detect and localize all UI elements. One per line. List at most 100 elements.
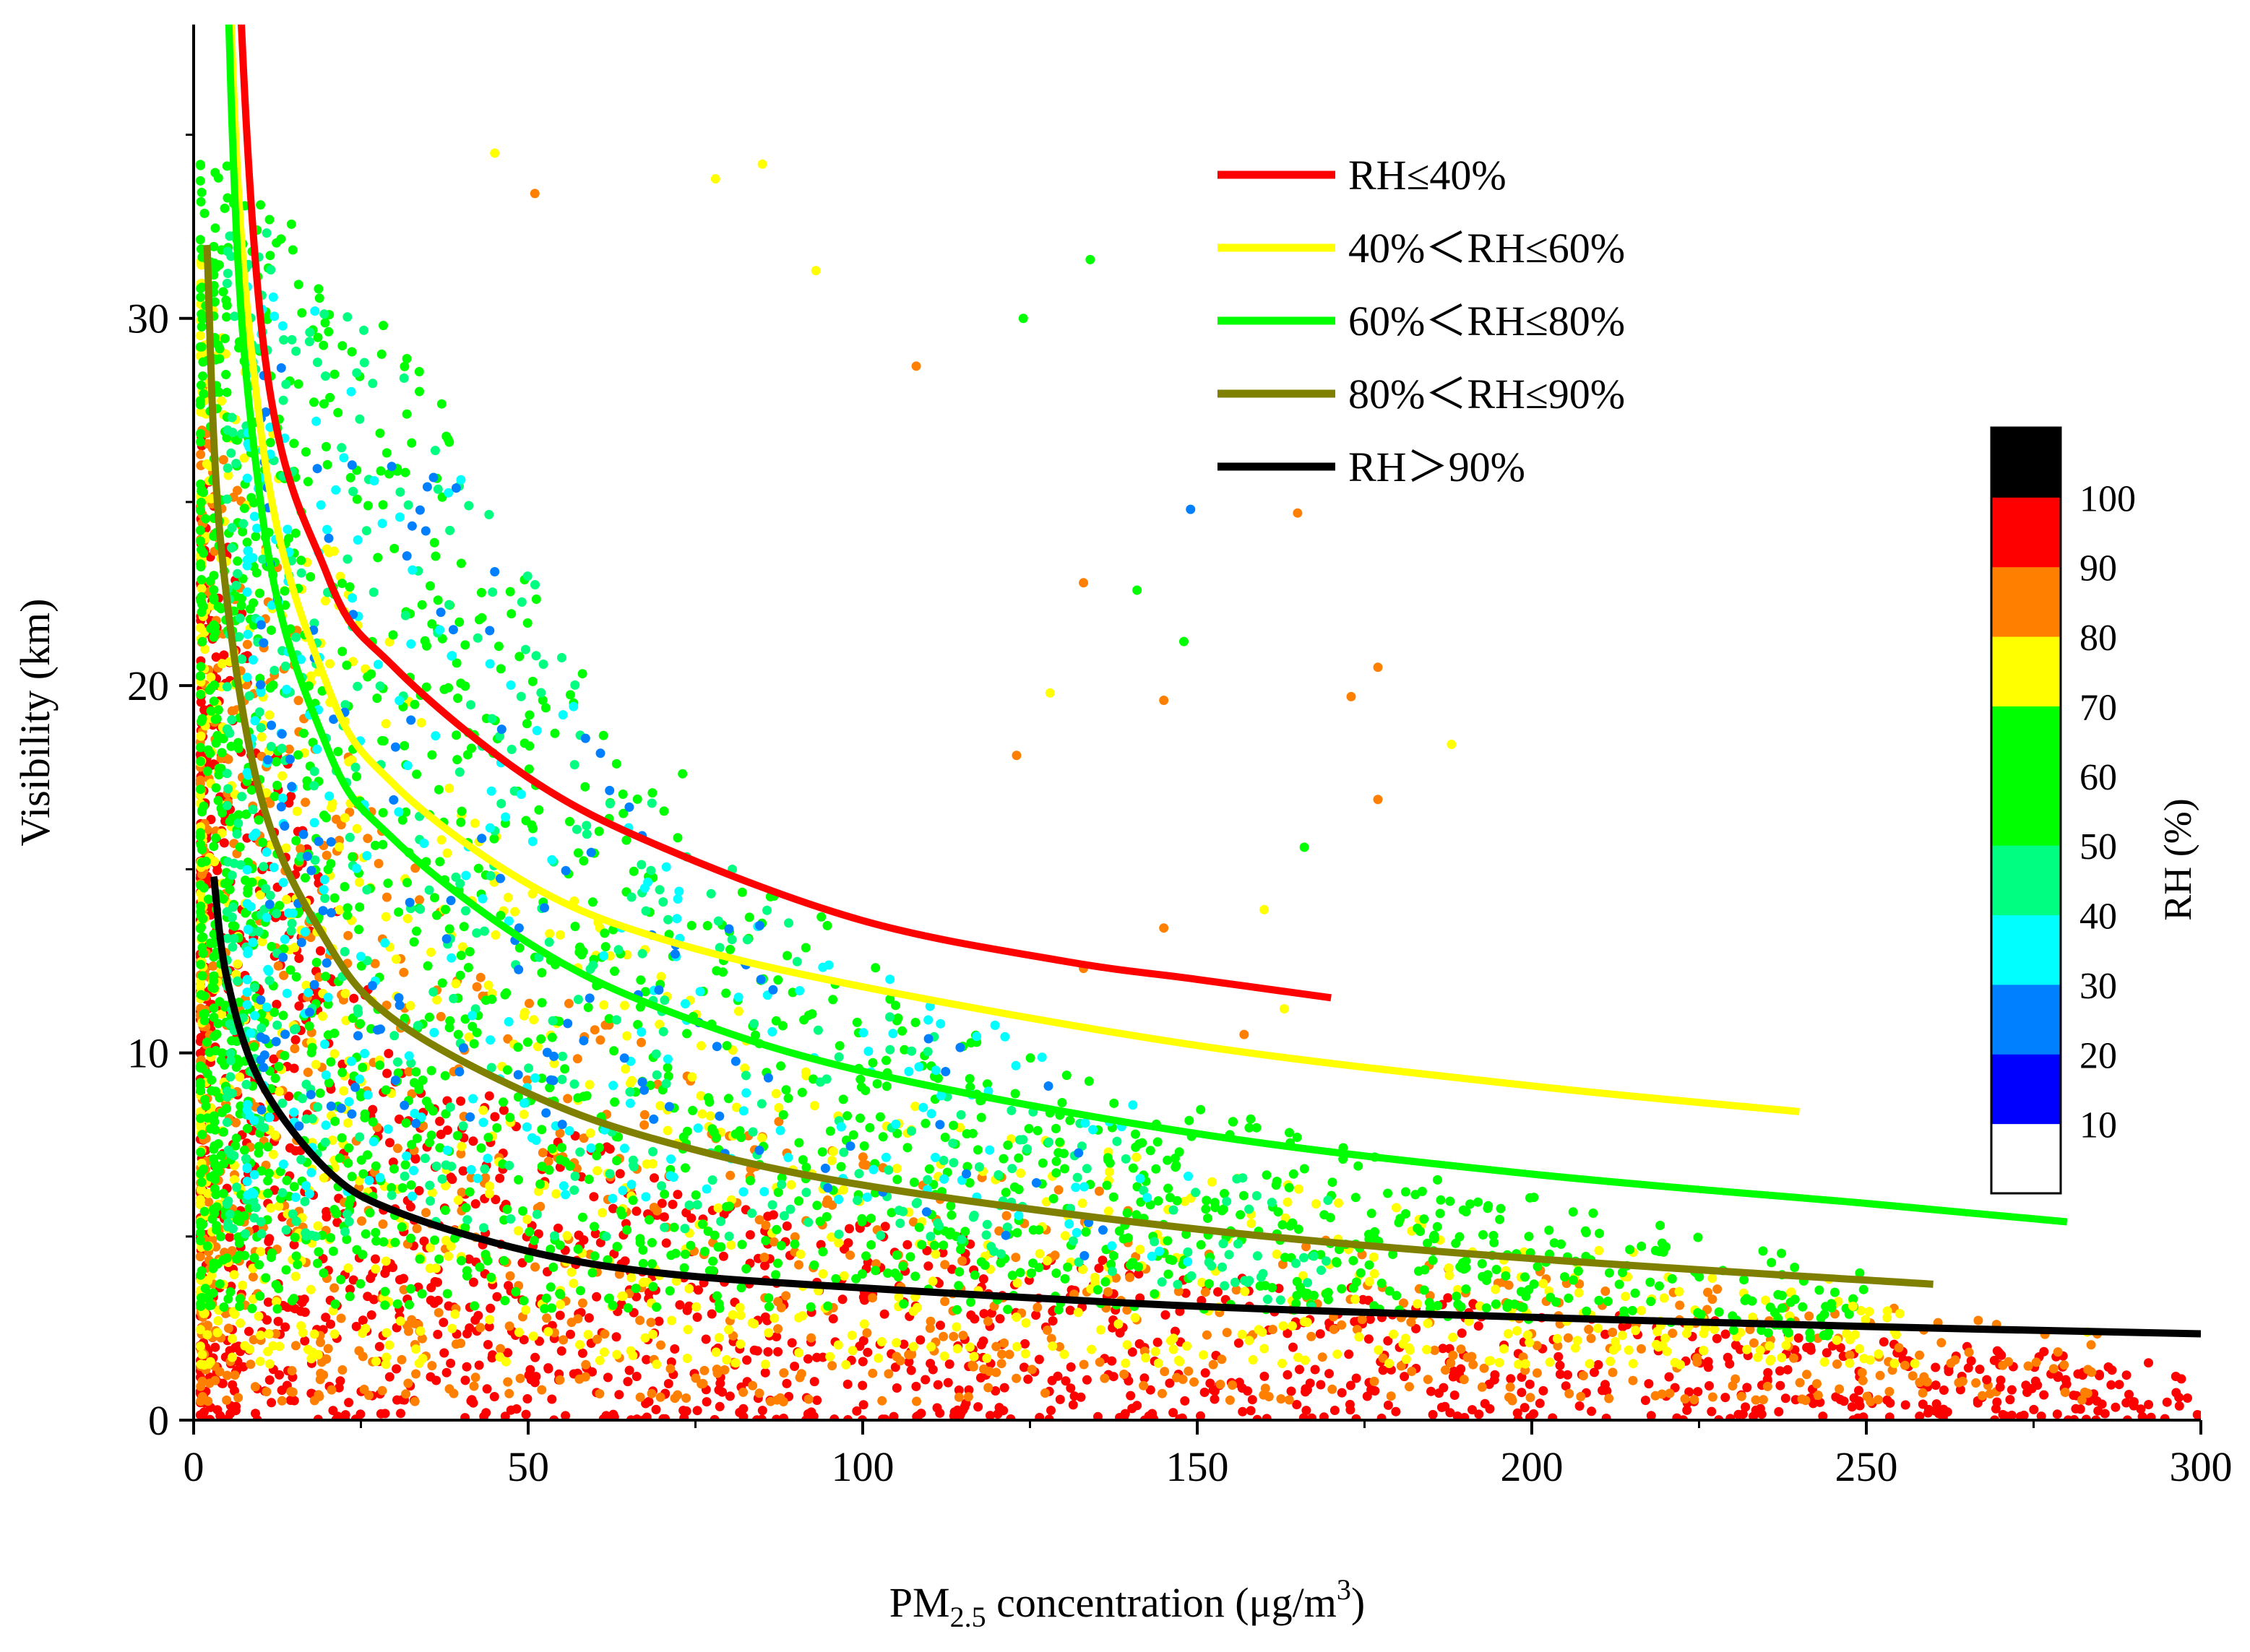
scatter-point-rh55 [254, 1260, 264, 1270]
scatter-point-rh85 [1812, 1379, 1822, 1389]
scatter-point-rh65 [196, 1086, 206, 1096]
scatter-point-rh65 [200, 1008, 210, 1019]
scatter-point-rh85 [1050, 1250, 1060, 1260]
scatter-point-rh55 [835, 1041, 845, 1051]
scatter-point-rh55 [1127, 1258, 1137, 1268]
scatter-point-rh65 [764, 1302, 774, 1312]
scatter-point-rh55 [976, 1112, 986, 1123]
scatter-point-rh65 [282, 1175, 292, 1185]
scatter-point-rh55 [323, 865, 333, 875]
scatter-point-rh65 [381, 1085, 391, 1095]
scatter-point-rh85 [776, 1302, 786, 1312]
scatter-point-rh75 [1153, 1358, 1163, 1368]
scatter-point-rh95 [623, 1377, 633, 1387]
scatter-point-rh65 [1559, 1272, 1569, 1282]
scatter-point-rh95 [632, 1292, 642, 1302]
scatter-point-rh65 [1827, 1299, 1837, 1309]
scatter-point-rh75 [663, 1125, 673, 1136]
scatter-point-rh75 [1753, 1352, 1763, 1362]
scatter-point-rh95 [1066, 1383, 1076, 1393]
scatter-point-rh65 [348, 852, 358, 862]
scatter-point-rh85 [1448, 1350, 1458, 1360]
scatter-point-rh55 [1424, 1297, 1434, 1307]
scatter-point-rh75 [520, 1008, 530, 1018]
scatter-point-rh65 [1433, 1175, 1442, 1185]
scatter-point-rh65 [195, 1113, 205, 1123]
scatter-point-rh95 [757, 1406, 767, 1416]
scatter-point-rh85 [327, 1385, 337, 1395]
scatter-point-rh95 [2144, 1358, 2153, 1368]
scatter-point-rh65 [236, 600, 246, 610]
scatter-point-rh95 [499, 1105, 509, 1115]
scatter-point-rh95 [1975, 1365, 1985, 1375]
scatter-point-rh55 [1321, 1289, 1331, 1299]
scatter-point-rh65 [461, 1203, 471, 1213]
scatter-point-rh85 [1425, 1291, 1435, 1301]
scatter-point-rh65 [219, 1302, 229, 1312]
scatter-point-rh75 [648, 1329, 658, 1339]
scatter-point-rh75 [432, 995, 442, 1005]
scatter-point-rh85 [773, 1324, 783, 1334]
scatter-point-rh75 [268, 1149, 278, 1159]
scatter-point-rh65 [688, 1105, 698, 1115]
scatter-point-rh95 [978, 1274, 988, 1284]
scatter-point-rh95 [1383, 1400, 1393, 1410]
scatter-point-rh75 [841, 1359, 851, 1370]
scatter-point-rh95 [376, 1409, 386, 1419]
scatter-point-rh85 [522, 1075, 533, 1085]
scatter-point-rh85 [456, 1149, 466, 1159]
scatter-point-rh95 [419, 1236, 429, 1246]
scatter-point-rh95 [890, 1362, 900, 1372]
scatter-point-rh55 [647, 1237, 657, 1247]
scatter-point-rh55 [1128, 1163, 1138, 1173]
scatter-point-rh85 [639, 1120, 650, 1130]
scatter-point-rh65 [195, 743, 205, 753]
scatter-point-rh65 [355, 1279, 366, 1289]
scatter-point-rh65 [1655, 1281, 1664, 1291]
scatter-point-rh65 [198, 1293, 208, 1303]
scatter-point-rh95 [717, 1387, 728, 1397]
scatter-point-rh65 [392, 1299, 402, 1309]
scatter-point-rh65 [1108, 1192, 1118, 1202]
scatter-point-rh85 [427, 1361, 437, 1371]
scatter-point-rh55 [801, 1162, 811, 1172]
scatter-point-rh95 [1783, 1365, 1793, 1375]
scatter-point-rh75 [757, 1133, 767, 1143]
scatter-point-rh85 [249, 1335, 259, 1345]
scatter-point-rh65 [197, 486, 207, 496]
scatter-point-rh55 [212, 714, 222, 724]
scatter-point-rh65 [274, 1284, 283, 1294]
scatter-point-rh65 [426, 1065, 436, 1076]
scatter-point-rh85 [827, 1361, 837, 1371]
scatter-point-rh65 [966, 1297, 975, 1307]
scatter-point-rh85 [1900, 1360, 1910, 1370]
scatter-point-rh85 [1027, 1365, 1037, 1375]
scatter-point-rh65 [891, 1000, 900, 1011]
scatter-point-rh95 [1640, 1396, 1650, 1406]
scatter-point-rh75 [254, 1311, 264, 1321]
scatter-point-rh65 [1473, 1197, 1483, 1207]
scatter-point-rh55 [794, 1138, 804, 1148]
scatter-point-rh95 [1076, 1392, 1086, 1402]
scatter-point-rh65 [195, 160, 205, 170]
scatter-point-rh65 [402, 409, 412, 419]
scatter-point-rh55 [437, 978, 447, 988]
scatter-point-rh75 [1651, 1339, 1661, 1349]
scatter-point-rh95 [566, 1329, 575, 1339]
scatter-point-rh85 [227, 1246, 237, 1256]
scatter-point-rh65 [415, 1254, 425, 1264]
scatter-point-rh95 [335, 1376, 345, 1386]
scatter-point-rh85 [1908, 1371, 1918, 1381]
scatter-point-rh95 [1400, 1372, 1410, 1382]
scatter-point-rh75 [228, 1352, 237, 1362]
scatter-point-rh55 [859, 1141, 869, 1151]
scatter-point-rh65 [1524, 1285, 1534, 1294]
scatter-point-rh95 [2001, 1411, 2011, 1420]
scatter-point-rh55 [209, 696, 219, 706]
scatter-point-rh95 [1931, 1362, 1941, 1372]
scatter-point-rh75 [1710, 1324, 1720, 1334]
scatter-point-rh55 [347, 1172, 357, 1182]
scatter-point-rh95 [1684, 1387, 1694, 1397]
scatter-point-rh55 [772, 1224, 782, 1234]
scatter-point-rh95 [1449, 1391, 1460, 1400]
